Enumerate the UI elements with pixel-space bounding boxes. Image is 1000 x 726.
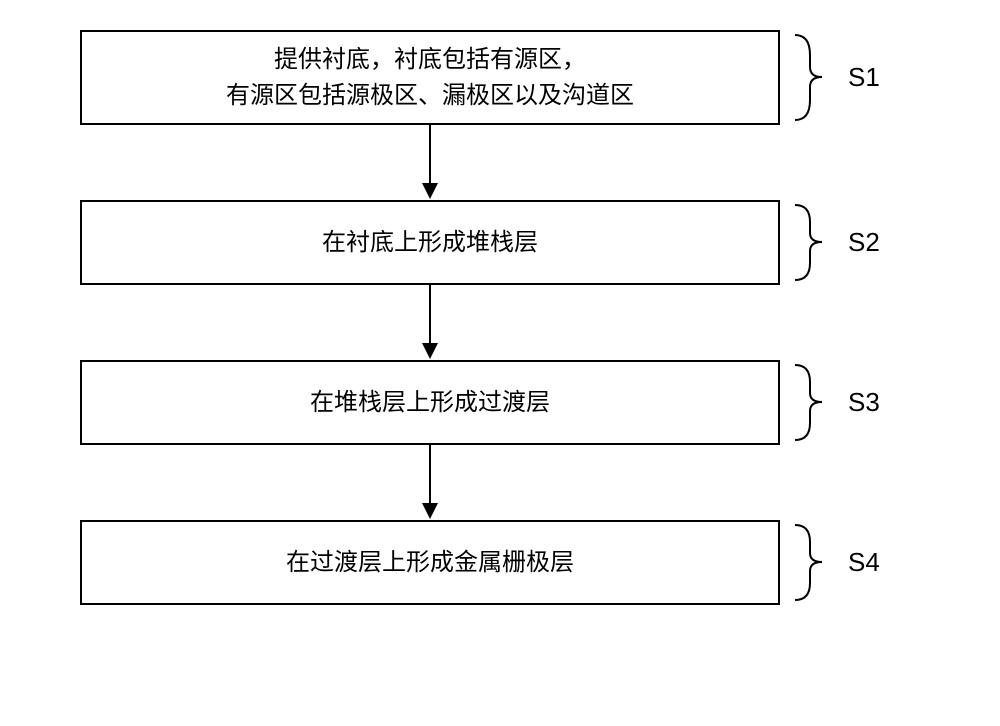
step-text-s1-line2: 有源区包括源极区、漏极区以及沟道区 <box>226 78 634 114</box>
arrow-container-3 <box>80 445 780 520</box>
connector-s2: S2 <box>790 200 880 285</box>
step-box-s1: 提供衬底，衬底包括有源区， 有源区包括源极区、漏极区以及沟道区 <box>80 30 780 125</box>
connector-s3: S3 <box>790 360 880 445</box>
step-row-s1: 提供衬底，衬底包括有源区， 有源区包括源极区、漏极区以及沟道区 S1 <box>80 30 920 125</box>
arrow-container-2 <box>80 285 780 360</box>
step-text-s1: 提供衬底，衬底包括有源区， 有源区包括源极区、漏极区以及沟道区 <box>226 42 634 114</box>
connector-s1: S1 <box>790 30 880 125</box>
arrow-down-icon <box>415 125 445 200</box>
step-label-s3: S3 <box>848 387 880 418</box>
brace-icon <box>790 200 840 285</box>
connector-s4: S4 <box>790 520 880 605</box>
step-box-s3: 在堆栈层上形成过渡层 <box>80 360 780 445</box>
arrow-down-icon <box>415 285 445 360</box>
brace-icon <box>790 30 840 125</box>
step-text-s1-line1: 提供衬底，衬底包括有源区， <box>226 42 634 78</box>
flowchart-container: 提供衬底，衬底包括有源区， 有源区包括源极区、漏极区以及沟道区 S1 在衬底上形… <box>80 30 920 605</box>
step-label-s4: S4 <box>848 547 880 578</box>
arrow-down-icon <box>415 445 445 520</box>
step-text-s4: 在过渡层上形成金属栅极层 <box>286 545 574 581</box>
brace-icon <box>790 360 840 445</box>
step-row-s2: 在衬底上形成堆栈层 S2 <box>80 200 920 285</box>
step-row-s4: 在过渡层上形成金属栅极层 S4 <box>80 520 920 605</box>
step-row-s3: 在堆栈层上形成过渡层 S3 <box>80 360 920 445</box>
arrow-container-1 <box>80 125 780 200</box>
step-label-s1: S1 <box>848 62 880 93</box>
step-label-s2: S2 <box>848 227 880 258</box>
step-text-s2: 在衬底上形成堆栈层 <box>322 225 538 261</box>
step-box-s2: 在衬底上形成堆栈层 <box>80 200 780 285</box>
brace-icon <box>790 520 840 605</box>
step-box-s4: 在过渡层上形成金属栅极层 <box>80 520 780 605</box>
step-text-s3: 在堆栈层上形成过渡层 <box>310 385 550 421</box>
